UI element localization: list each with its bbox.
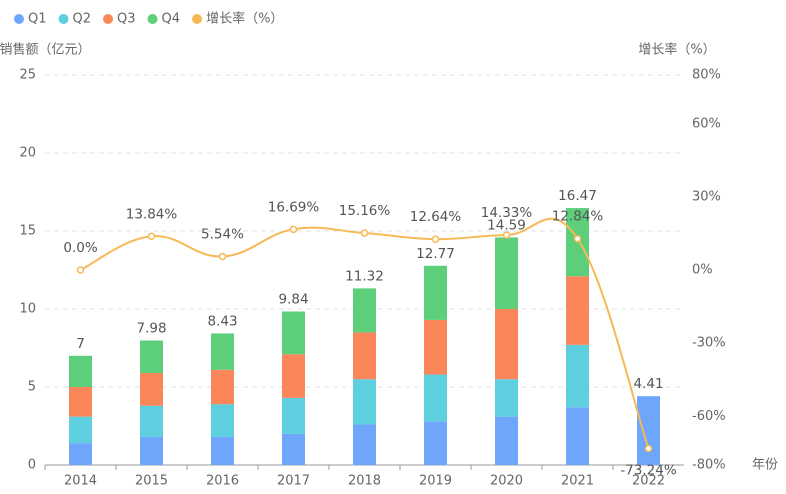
- legend-label[interactable]: Q3: [117, 12, 136, 27]
- bar-segment: [353, 332, 376, 380]
- bar-segment: [140, 372, 163, 406]
- bar-segment: [566, 276, 589, 345]
- bar-segment: [424, 374, 447, 422]
- bar-segment: [69, 443, 92, 465]
- total-label: 4.41: [633, 376, 663, 392]
- growth-label: 16.69%: [268, 199, 320, 215]
- bar-segment: [495, 309, 518, 380]
- legend-label[interactable]: Q1: [28, 12, 47, 27]
- bar-segment: [140, 405, 163, 437]
- bar-segment: [211, 333, 234, 370]
- bar-segment: [424, 421, 447, 465]
- bar-segment: [69, 416, 92, 444]
- growth-label: 12.84%: [552, 209, 604, 225]
- bar-segment: [140, 436, 163, 465]
- total-label: 8.43: [207, 313, 237, 329]
- growth-point: [76, 266, 85, 274]
- legend-marker[interactable]: [14, 14, 24, 24]
- y2-tick-label: -30%: [692, 336, 726, 351]
- y-axis-title: 销售额（亿元）: [0, 42, 91, 58]
- legend-marker[interactable]: [147, 14, 158, 24]
- bar-segment: [69, 355, 92, 387]
- x-tick-label: 2020: [490, 474, 523, 489]
- x-tick-label: 2019: [419, 474, 452, 489]
- y2-tick-label: 0%: [692, 263, 713, 278]
- y-tick-label: 15: [19, 224, 36, 239]
- bar-segment: [353, 424, 376, 465]
- bar-segment: [353, 288, 376, 333]
- legend-marker[interactable]: [192, 14, 203, 24]
- growth-point: [289, 225, 298, 234]
- total-label: 7: [76, 336, 85, 352]
- total-label: 7.98: [136, 321, 166, 337]
- total-label: 9.84: [278, 291, 308, 307]
- y-tick-label: 25: [19, 68, 36, 83]
- bar-segment: [353, 379, 376, 425]
- growth-point: [360, 229, 369, 237]
- y-tick-label: 10: [19, 302, 36, 317]
- bar-segment: [282, 354, 305, 398]
- y-tick-label: 5: [28, 380, 36, 395]
- bar-segment: [211, 436, 234, 465]
- growth-point: [573, 234, 582, 243]
- bar-segment: [282, 397, 305, 434]
- bar-segment: [637, 396, 660, 465]
- legend-label[interactable]: 增长率（%）: [206, 11, 283, 27]
- total-label: 14.59: [487, 217, 526, 233]
- bar-segment: [495, 416, 518, 465]
- bar-segment: [211, 404, 234, 437]
- x-tick-label: 2017: [277, 474, 310, 489]
- bar-segment: [566, 407, 589, 465]
- bar-segment: [69, 387, 92, 417]
- bar-segment: [566, 344, 589, 408]
- growth-label: -73.24%: [620, 463, 677, 479]
- y2-axis-title: 增长率（%）: [638, 42, 715, 58]
- growth-point: [218, 252, 227, 261]
- y2-tick-label: 60%: [692, 116, 721, 131]
- bar-segment: [140, 340, 163, 373]
- bar-segment: [282, 311, 305, 355]
- bar-segment: [495, 379, 518, 417]
- growth-label: 12.64%: [410, 209, 462, 225]
- legend-label[interactable]: Q4: [162, 12, 181, 27]
- x-tick-label: 2021: [561, 474, 594, 489]
- x-tick-label: 2014: [64, 474, 97, 489]
- legend-label[interactable]: Q2: [73, 12, 92, 27]
- growth-label: 15.16%: [339, 203, 391, 219]
- y-tick-label: 20: [19, 146, 36, 161]
- legend-marker[interactable]: [103, 14, 114, 24]
- x-tick-label: 2015: [135, 474, 168, 489]
- growth-point: [431, 235, 440, 243]
- y2-tick-label: 30%: [692, 189, 721, 204]
- x-tick-label: 2016: [206, 474, 239, 489]
- y2-tick-label: -60%: [692, 409, 726, 424]
- legend-marker[interactable]: [58, 14, 69, 24]
- total-label: 16.47: [558, 188, 597, 204]
- bar-segment: [424, 265, 447, 320]
- y2-tick-label: -80%: [692, 458, 726, 473]
- x-axis-title: 年份: [752, 458, 778, 473]
- bar-segment: [211, 369, 234, 405]
- y2-tick-label: 80%: [692, 68, 721, 83]
- bar-segment: [282, 433, 305, 465]
- growth-label: 5.54%: [201, 226, 244, 242]
- total-label: 12.77: [416, 246, 455, 262]
- growth-point: [502, 231, 511, 239]
- x-tick-label: 2022: [632, 474, 665, 489]
- growth-label: 0.0%: [63, 240, 97, 256]
- total-label: 11.32: [345, 268, 384, 284]
- growth-label: 13.84%: [126, 206, 178, 222]
- y-tick-label: 0: [28, 458, 36, 473]
- growth-point: [644, 444, 653, 453]
- growth-point: [147, 232, 156, 241]
- bar-segment: [424, 319, 447, 375]
- x-tick-label: 2018: [348, 474, 381, 489]
- growth-label: 14.33%: [481, 205, 533, 221]
- bar-segment: [495, 237, 518, 309]
